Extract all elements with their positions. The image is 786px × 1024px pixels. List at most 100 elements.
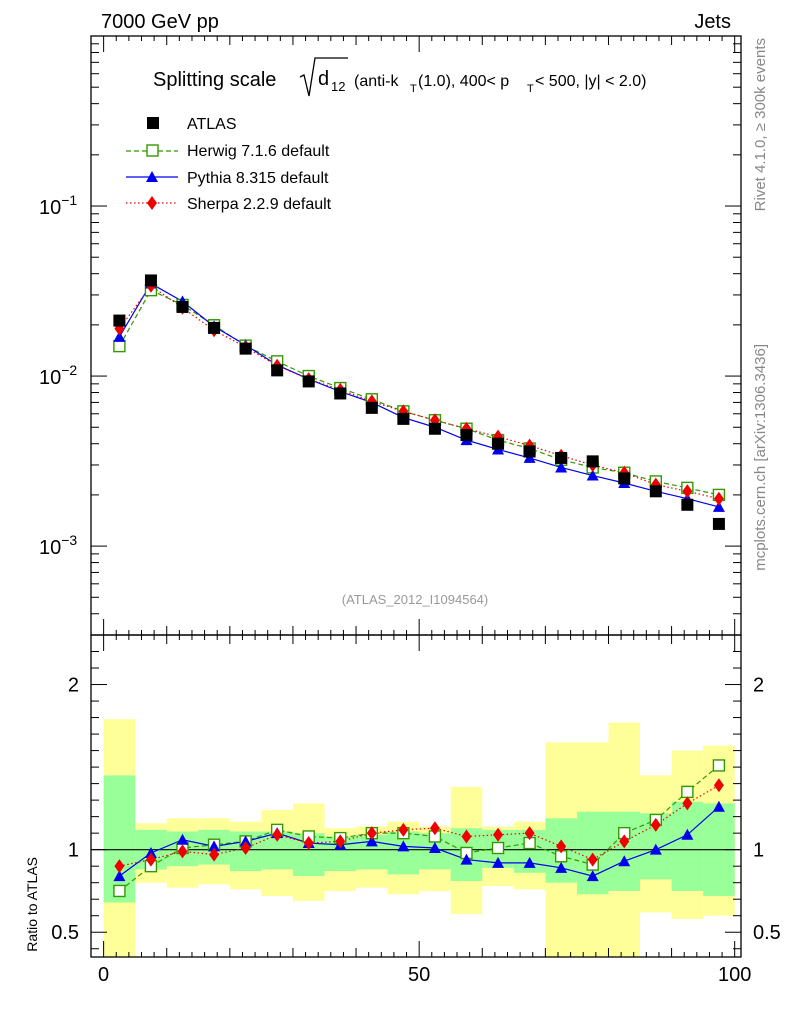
ratio-point-sherpa-11 xyxy=(461,829,472,844)
ratio-point-pythia-18 xyxy=(681,828,694,840)
legend-marker-sherpa xyxy=(147,196,157,210)
title-part-1: (anti-k xyxy=(354,73,399,90)
ratio-point-sherpa-6 xyxy=(303,836,314,851)
main-point-atlas-3 xyxy=(208,321,221,334)
main-y-tick-label-0: 10−3 xyxy=(39,532,77,559)
ratio-y-tick-label-right-1: 1 xyxy=(753,840,764,862)
ratio-point-pythia-11 xyxy=(460,853,473,865)
main-point-sherpa-19 xyxy=(713,491,724,506)
ratio-point-sherpa-13 xyxy=(524,826,535,841)
ratio-point-sherpa-18 xyxy=(682,796,693,811)
mcplots-label: mcplots.cern.ch [arXiv:1306.3436] xyxy=(752,344,769,571)
ratio-y-tick-label-right-0: 0.5 xyxy=(753,922,781,944)
sqrt-sign-icon xyxy=(299,57,348,97)
ratio-point-pythia-17 xyxy=(649,843,662,855)
ratio-point-sherpa-7 xyxy=(335,834,346,849)
legend-label-pythia: Pythia 8.315 default xyxy=(187,170,329,187)
main-point-atlas-15 xyxy=(586,455,599,468)
legend-label-sherpa: Sherpa 2.2.9 default xyxy=(187,196,332,213)
legend-marker-pythia xyxy=(146,171,158,182)
ratio-point-sherpa-3 xyxy=(209,847,220,862)
ratio-point-pythia-14 xyxy=(555,861,568,873)
ratio-point-pythia-0 xyxy=(113,870,126,882)
ratio-frame xyxy=(90,634,742,958)
ratio-point-pythia-19 xyxy=(712,800,725,812)
ratio-point-sherpa-14 xyxy=(556,839,567,854)
ratio-point-pythia-15 xyxy=(586,870,599,882)
rivet-label: Rivet 4.1.0, ≥ 300k events xyxy=(752,38,769,211)
main-point-atlas-16 xyxy=(618,472,631,485)
x-tick-label-100: 100 xyxy=(718,964,751,986)
ratio-point-pythia-16 xyxy=(618,855,631,867)
ratio-point-herwig-12 xyxy=(491,841,505,855)
analysis-label: (ATLAS_2012_I1094564) xyxy=(342,592,488,607)
title-symbol: d xyxy=(318,68,329,90)
main-y-tick-label-2: 10−1 xyxy=(39,192,77,219)
ratio-point-pythia-3 xyxy=(208,840,221,852)
main-point-atlas-12 xyxy=(492,437,505,450)
main-point-atlas-6 xyxy=(302,375,315,388)
ratio-point-herwig-0 xyxy=(113,884,126,898)
ratio-point-pythia-10 xyxy=(428,842,441,854)
x-tick-label-0: 0 xyxy=(98,964,109,986)
main-point-atlas-10 xyxy=(428,422,441,435)
band-inner-18 xyxy=(671,801,704,891)
main-point-atlas-13 xyxy=(523,445,536,458)
ratio-y-tick-label-0: 0.5 xyxy=(51,922,79,944)
legend-label-herwig: Herwig 7.1.6 default xyxy=(187,143,330,160)
legend: ATLAS Herwig 7.1.6 default Pythia 8.315 … xyxy=(126,116,332,213)
main-panel xyxy=(113,274,726,530)
ratio-point-sherpa-9 xyxy=(398,822,409,837)
ratio-point-sherpa-1 xyxy=(145,852,156,867)
ratio-panel xyxy=(91,719,741,957)
main-point-pythia-14 xyxy=(555,461,568,473)
ratio-point-pythia-8 xyxy=(365,835,378,847)
ratio-y-tick-label-1: 1 xyxy=(68,840,79,862)
chart-title: Splitting scale d 12 (anti-k T (1.0), 40… xyxy=(153,57,647,97)
main-point-atlas-5 xyxy=(271,364,284,377)
band-inner-16 xyxy=(608,811,641,891)
ratio-point-herwig-19 xyxy=(712,759,726,772)
main-point-atlas-14 xyxy=(555,451,568,464)
main-point-atlas-18 xyxy=(681,498,694,511)
title-sub-12: 12 xyxy=(331,79,345,94)
main-point-atlas-9 xyxy=(397,412,410,425)
x-tick-label-50: 50 xyxy=(408,964,430,986)
ratio-point-sherpa-5 xyxy=(272,827,283,842)
main-point-pythia-15 xyxy=(586,469,599,481)
main-point-sherpa-18 xyxy=(682,484,693,499)
title-sub-t2: T xyxy=(527,83,534,95)
ratio-point-sherpa-15 xyxy=(587,852,598,867)
ratio-point-pythia-12 xyxy=(492,856,505,868)
ratio-point-sherpa-0 xyxy=(114,859,125,874)
legend-label-atlas: ATLAS xyxy=(187,116,237,133)
ratio-point-pythia-1 xyxy=(144,846,157,858)
main-point-pythia-0 xyxy=(113,330,126,342)
main-point-atlas-17 xyxy=(649,485,662,498)
ratio-point-sherpa-16 xyxy=(619,834,630,849)
ratio-point-pythia-9 xyxy=(397,840,410,852)
main-point-herwig-0 xyxy=(113,339,126,353)
ratio-point-herwig-18 xyxy=(681,785,694,799)
ratio-point-sherpa-2 xyxy=(177,844,188,859)
main-y-tick-label-1: 10−2 xyxy=(39,362,77,389)
ratio-point-sherpa-8 xyxy=(366,826,377,841)
main-point-atlas-0 xyxy=(113,314,126,327)
main-point-atlas-1 xyxy=(144,274,157,287)
legend-marker-herwig xyxy=(146,144,159,157)
ratio-y-tick-label-right-2: 2 xyxy=(753,675,764,697)
main-point-atlas-4 xyxy=(239,342,252,355)
main-point-atlas-11 xyxy=(460,429,473,442)
ratio-y-label: Ratio to ATLAS xyxy=(24,857,40,952)
main-point-atlas-8 xyxy=(365,401,378,414)
title-part-2: (1.0), 400< p xyxy=(418,73,509,90)
main-point-atlas-2 xyxy=(176,300,189,313)
title-sub-t1: T xyxy=(410,83,417,95)
main-point-pythia-19 xyxy=(712,500,725,512)
ratio-point-pythia-13 xyxy=(523,856,536,868)
ratio-point-sherpa-10 xyxy=(429,821,440,836)
ratio-point-pythia-2 xyxy=(176,833,189,845)
ratio-point-sherpa-19 xyxy=(713,778,724,793)
ratio-y-tick-label-2: 2 xyxy=(68,675,79,697)
